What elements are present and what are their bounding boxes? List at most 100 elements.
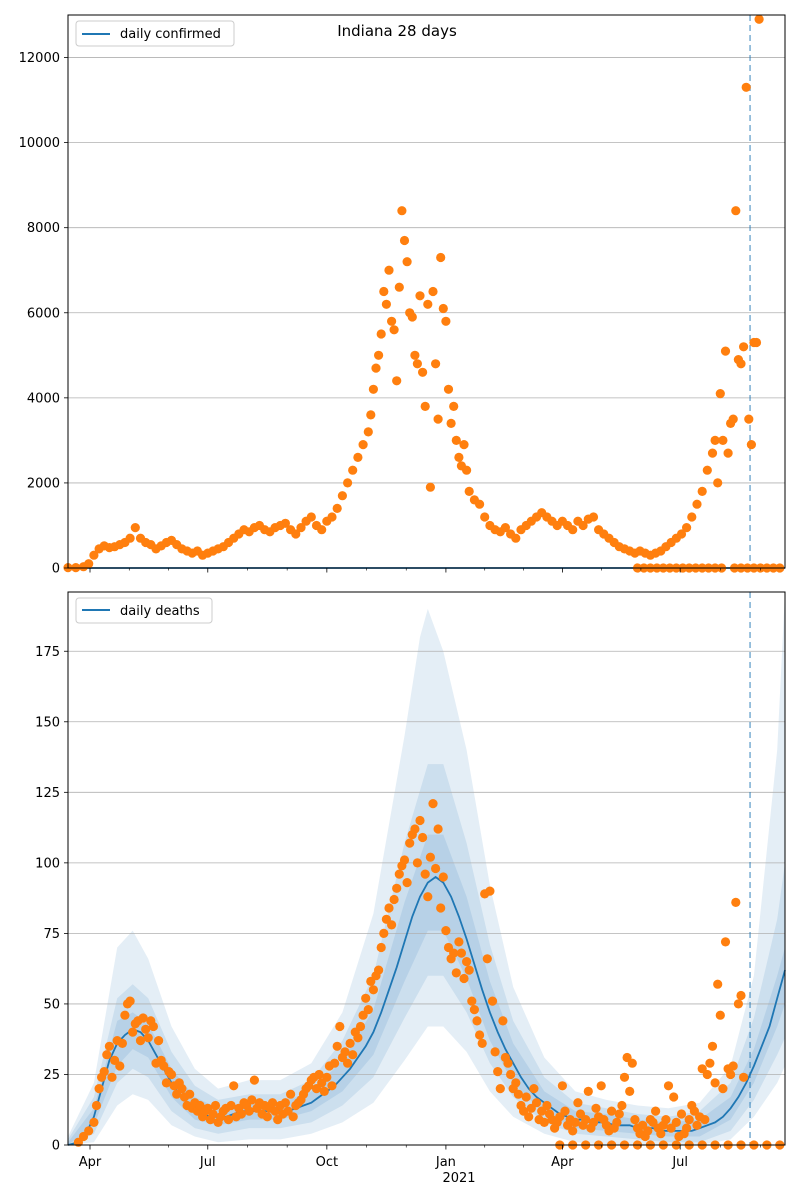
data-point [402, 257, 412, 267]
data-point [438, 303, 448, 314]
data-point [661, 1115, 671, 1125]
data-point [177, 1084, 187, 1094]
x-tick-label: Apr [551, 1155, 574, 1170]
data-point [436, 252, 446, 263]
data-point [337, 491, 347, 501]
data-point [280, 1098, 290, 1108]
data-point [317, 525, 327, 535]
data-point [451, 968, 461, 978]
data-point [244, 1106, 254, 1116]
data-point [135, 1036, 146, 1046]
data-point [454, 452, 464, 462]
deaths-points [73, 799, 785, 1150]
data-point [262, 1112, 272, 1122]
data-point [568, 1126, 578, 1136]
data-point [327, 512, 337, 522]
data-point [423, 299, 433, 309]
data-point [368, 985, 378, 995]
data-point [739, 342, 749, 352]
data-point [107, 1072, 117, 1082]
data-point [296, 523, 306, 533]
data-point [208, 1109, 218, 1119]
data-point [669, 1092, 679, 1102]
x-tick-label: Apr [79, 1155, 102, 1170]
data-point [322, 1072, 332, 1082]
data-point [557, 1081, 568, 1091]
data-point [389, 325, 399, 335]
data-point [387, 920, 397, 930]
data-point [715, 389, 725, 399]
data-point [570, 1117, 580, 1127]
data-point [327, 1081, 337, 1091]
data-point [389, 894, 399, 905]
deaths-panel: 0 25 50 75 100 125 150 175 Apr Jul Oct Jan Apr Jul d… [35, 591, 786, 1186]
deaths-legend: daily deaths [75, 597, 213, 624]
data-point [475, 1030, 485, 1040]
data-point [236, 1109, 246, 1119]
data-point [368, 384, 378, 394]
data-point [487, 996, 498, 1006]
y-tick-label: 8000 [27, 221, 60, 236]
data-point [656, 1129, 666, 1139]
data-point [348, 1050, 358, 1060]
data-point [125, 996, 135, 1006]
data-point [394, 282, 404, 292]
data-point [591, 1103, 601, 1113]
data-point [630, 1115, 640, 1125]
data-point [713, 979, 723, 989]
legend-frame [75, 597, 213, 624]
data-point [428, 286, 438, 297]
data-point [410, 350, 420, 360]
data-point [697, 486, 707, 496]
data-point [625, 1086, 635, 1096]
data-point [374, 350, 384, 360]
data-point [394, 869, 404, 879]
data-point [267, 1098, 278, 1108]
data-point [702, 1069, 712, 1080]
data-point [343, 1058, 353, 1068]
data-point [348, 465, 358, 475]
data-point [115, 1061, 125, 1071]
deaths-y-ticks: 0 25 50 75 100 125 150 175 [35, 645, 68, 1154]
confirmed-x-ticks [89, 568, 761, 573]
data-point [130, 523, 140, 533]
data-point [542, 1100, 552, 1111]
data-point [490, 1047, 500, 1057]
confirmed-legend: daily confirmed [75, 20, 235, 47]
data-point [467, 996, 477, 1006]
data-point [718, 435, 728, 445]
data-point [718, 1084, 728, 1094]
legend-label: daily confirmed [120, 27, 221, 42]
data-point [583, 1086, 593, 1096]
data-point [451, 435, 461, 445]
data-point [720, 937, 731, 947]
chart-title: Indiana 28 days [337, 22, 457, 40]
data-point [692, 1120, 702, 1130]
data-point [143, 1033, 153, 1043]
data-point [332, 503, 342, 513]
y-tick-label: 0 [52, 1139, 60, 1154]
data-point [702, 465, 712, 475]
data-point [710, 435, 720, 445]
data-point [361, 993, 371, 1003]
confirmed-axes [67, 14, 786, 569]
data-point [249, 1075, 259, 1085]
data-point [379, 286, 389, 297]
data-point [363, 427, 373, 437]
data-point [705, 1058, 715, 1068]
data-point [682, 523, 692, 533]
data-point [614, 1109, 624, 1119]
y-tick-label: 2000 [27, 476, 60, 491]
data-point [710, 1078, 720, 1088]
data-point [418, 367, 428, 377]
y-tick-label: 100 [35, 856, 60, 871]
data-point [412, 359, 422, 369]
data-point [345, 1038, 355, 1048]
data-point [117, 1038, 127, 1048]
data-point [229, 1081, 239, 1091]
data-point [612, 1117, 622, 1127]
data-point [84, 559, 94, 569]
data-point [464, 965, 474, 975]
data-point [619, 1072, 630, 1082]
data-point [651, 1106, 661, 1116]
